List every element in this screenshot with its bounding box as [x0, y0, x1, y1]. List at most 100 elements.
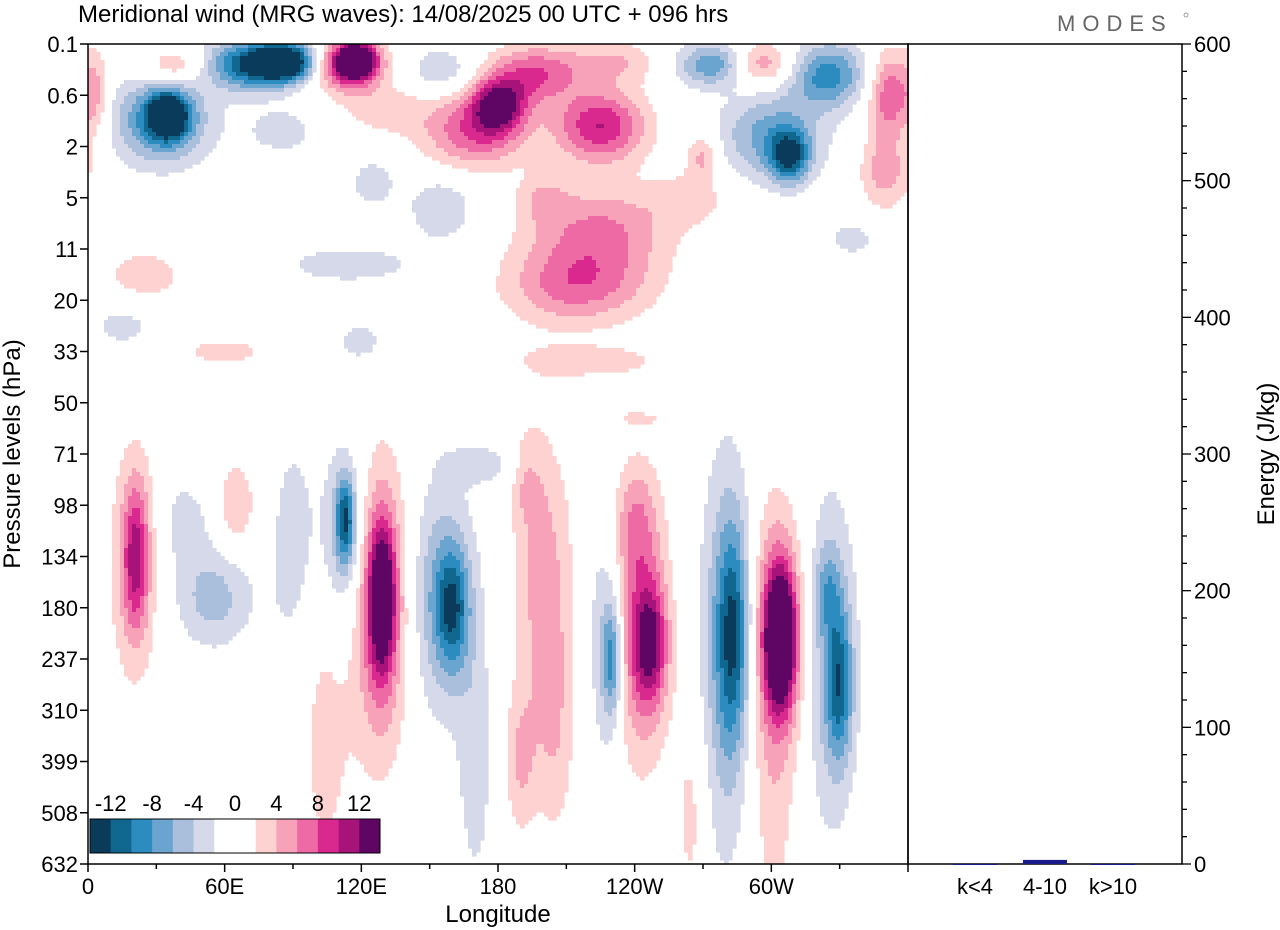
heatmap-cell: [696, 52, 701, 57]
heatmap-cell: [852, 52, 857, 57]
heatmap-cell: [252, 92, 257, 97]
heatmap-cell: [92, 112, 97, 117]
heatmap-cell: [608, 104, 613, 109]
heatmap-cell: [872, 184, 877, 189]
heatmap-cell: [524, 48, 529, 53]
heatmap-cell: [528, 92, 533, 97]
heatmap-cell: [768, 124, 773, 129]
heatmap-cell: [396, 92, 401, 97]
heatmap-cell: [596, 132, 601, 137]
heatmap-cell: [784, 84, 789, 89]
heatmap-cell: [516, 140, 521, 145]
heatmap-cell: [148, 84, 153, 89]
heatmap-cell: [896, 72, 901, 77]
heatmap-cell: [824, 72, 829, 77]
heatmap-cell: [228, 72, 233, 77]
heatmap-cell: [808, 136, 813, 141]
heatmap-cell: [228, 100, 233, 105]
heatmap-cell: [440, 188, 445, 193]
heatmap-cell: [236, 56, 241, 61]
heatmap-cell: [516, 96, 521, 101]
heatmap-cell: [224, 100, 229, 105]
heatmap-cell: [644, 104, 649, 109]
heatmap-cell: [868, 136, 873, 141]
heatmap-cell: [492, 68, 497, 73]
heatmap-cell: [876, 104, 881, 109]
heatmap-cell: [352, 64, 357, 69]
heatmap-cell: [116, 148, 121, 153]
heatmap-cell: [580, 192, 585, 197]
heatmap-cell: [768, 64, 773, 69]
heatmap-cell: [772, 156, 777, 161]
heatmap-cell: [824, 96, 829, 101]
heatmap-cell: [264, 124, 269, 129]
heatmap-cell: [628, 92, 633, 97]
heatmap-cell: [372, 176, 377, 181]
heatmap-cell: [144, 88, 149, 93]
heatmap-cell: [376, 176, 381, 181]
heatmap-cell: [512, 128, 517, 133]
heatmap-cell: [192, 160, 197, 165]
heatmap-cell: [240, 44, 245, 49]
heatmap-cell: [180, 128, 185, 133]
heatmap-cell: [784, 88, 789, 93]
heatmap-cell: [196, 112, 201, 117]
heatmap-cell: [728, 92, 733, 97]
heatmap-cell: [96, 92, 101, 97]
heatmap-cell: [132, 160, 137, 165]
heatmap-cell: [236, 92, 241, 97]
heatmap-cell: [508, 148, 513, 153]
heatmap-cell: [892, 176, 897, 181]
heatmap-cell: [252, 56, 257, 61]
heatmap-cell: [824, 120, 829, 125]
heatmap-cell: [188, 156, 193, 161]
heatmap-cell: [512, 96, 517, 101]
heatmap-cell: [536, 56, 541, 61]
heatmap-cell: [764, 184, 769, 189]
heatmap-cell: [696, 168, 701, 173]
heatmap-cell: [256, 128, 261, 133]
heatmap-cell: [788, 96, 793, 101]
heatmap-cell: [376, 88, 381, 93]
heatmap-cell: [868, 132, 873, 137]
heatmap-cell: [348, 76, 353, 81]
heatmap-cell: [148, 108, 153, 113]
heatmap-cell: [92, 72, 97, 77]
heatmap-cell: [428, 56, 433, 61]
heatmap-cell: [236, 96, 241, 101]
heatmap-cell: [832, 52, 837, 57]
heatmap-cell: [336, 84, 341, 89]
heatmap-cell: [672, 192, 677, 197]
heatmap-cell: [852, 84, 857, 89]
heatmap-cell: [188, 152, 193, 157]
heatmap-cell: [700, 48, 705, 53]
heatmap-cell: [564, 116, 569, 121]
heatmap-cell: [480, 156, 485, 161]
heatmap-cell: [192, 100, 197, 105]
heatmap-cell: [540, 120, 545, 125]
heatmap-cell: [212, 44, 217, 49]
heatmap-cell: [620, 100, 625, 105]
heatmap-cell: [596, 84, 601, 89]
heatmap-cell: [476, 96, 481, 101]
heatmap-cell: [624, 104, 629, 109]
heatmap-cell: [508, 124, 513, 129]
heatmap-cell: [568, 104, 573, 109]
heatmap-cell: [616, 48, 621, 53]
heatmap-cell: [336, 88, 341, 93]
heatmap-cell: [160, 64, 165, 69]
heatmap-cell: [264, 76, 269, 81]
heatmap-cell: [284, 140, 289, 145]
heatmap-cell: [348, 68, 353, 73]
heatmap-cell: [468, 92, 473, 97]
heatmap-cell: [160, 160, 165, 165]
heatmap-cell: [132, 96, 137, 101]
heatmap-cell: [128, 164, 133, 169]
heatmap-cell: [616, 152, 621, 157]
heatmap-cell: [788, 132, 793, 137]
heatmap-cell: [760, 72, 765, 77]
heatmap-cell: [500, 104, 505, 109]
heatmap-cell: [612, 120, 617, 125]
heatmap-cell: [752, 124, 757, 129]
heatmap-cell: [288, 136, 293, 141]
